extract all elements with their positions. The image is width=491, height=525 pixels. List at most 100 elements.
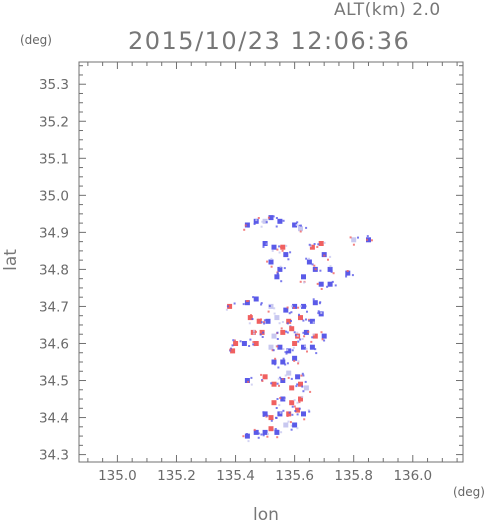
data-speckle xyxy=(292,346,295,349)
data-speckle xyxy=(312,321,315,324)
data-speckle xyxy=(282,331,285,334)
data-speckle xyxy=(267,310,270,313)
data-speckle xyxy=(290,311,293,314)
data-speckle xyxy=(305,257,308,260)
data-speckle xyxy=(280,327,283,330)
data-speckle xyxy=(253,223,256,225)
data-speckle xyxy=(267,432,269,435)
data-speckle xyxy=(283,267,286,270)
data-speckle xyxy=(282,357,285,360)
data-point xyxy=(253,218,259,224)
data-speckle xyxy=(276,338,279,340)
data-speckle xyxy=(257,432,260,435)
data-speckle xyxy=(255,219,258,222)
data-speckle xyxy=(294,334,297,337)
data-speckle xyxy=(276,382,279,385)
data-speckle xyxy=(287,420,290,423)
data-speckle xyxy=(252,332,255,335)
y-tick-label: 35.1 xyxy=(39,151,69,167)
data-speckle xyxy=(293,425,296,428)
data-speckle xyxy=(285,352,288,355)
data-speckle xyxy=(308,243,311,246)
data-speckle xyxy=(275,417,278,419)
data-speckle xyxy=(276,429,279,432)
data-speckle xyxy=(321,338,324,341)
data-point xyxy=(268,215,274,221)
data-point xyxy=(366,237,371,243)
data-speckle xyxy=(248,345,251,347)
data-speckle xyxy=(262,245,265,248)
data-speckle xyxy=(277,377,280,380)
data-speckle xyxy=(308,319,311,322)
data-speckle xyxy=(298,407,301,410)
data-speckle xyxy=(293,331,296,334)
data-speckle xyxy=(312,346,314,349)
data-speckle xyxy=(252,341,255,343)
data-speckle xyxy=(303,281,306,284)
data-speckle xyxy=(276,398,279,400)
data-point xyxy=(271,359,277,365)
y-axis-ticks: 34.3 34.4 34.5 34.6 34.7 34.8 34.9 35.0 35.1 35.2… xyxy=(39,65,463,464)
data-speckle xyxy=(316,246,319,248)
data-point xyxy=(289,326,295,332)
data-speckle xyxy=(233,302,236,305)
data-speckle xyxy=(323,254,326,257)
data-speckle xyxy=(329,255,332,258)
data-speckle xyxy=(253,344,256,347)
data-speckle xyxy=(290,424,293,427)
data-speckle xyxy=(297,362,300,365)
data-speckle xyxy=(277,366,280,369)
data-point xyxy=(283,307,289,313)
data-speckle xyxy=(282,219,285,222)
data-speckle xyxy=(262,331,265,334)
data-speckle xyxy=(296,334,299,337)
y-tick-label: 34.3 xyxy=(39,448,69,464)
data-point xyxy=(292,341,298,346)
data-point xyxy=(292,303,298,309)
data-point xyxy=(303,329,309,335)
data-speckle xyxy=(293,359,296,362)
y-tick-label: 34.7 xyxy=(39,299,69,315)
data-speckle xyxy=(251,318,254,320)
data-speckle xyxy=(296,413,299,416)
data-speckle xyxy=(298,224,301,227)
data-speckle xyxy=(266,260,269,263)
data-point xyxy=(262,411,268,417)
data-speckle xyxy=(286,322,289,325)
data-speckle xyxy=(306,387,309,390)
x-axis-unit: (deg) xyxy=(453,485,485,499)
data-point xyxy=(318,281,324,287)
data-point xyxy=(298,315,303,321)
data-point xyxy=(298,381,303,387)
data-speckle xyxy=(262,411,265,414)
data-speckle xyxy=(349,236,352,239)
data-speckle xyxy=(242,435,245,438)
data-speckle xyxy=(275,225,278,228)
data-speckle xyxy=(299,230,302,233)
data-point xyxy=(262,218,268,224)
data-speckle xyxy=(302,331,305,334)
data-speckle xyxy=(280,280,283,283)
data-speckle xyxy=(280,431,283,434)
data-speckle xyxy=(273,312,276,315)
data-speckle xyxy=(271,249,274,252)
data-point xyxy=(283,422,289,428)
data-speckle xyxy=(309,245,312,248)
data-speckle xyxy=(304,345,307,348)
chart-datetime-title: 2015/10/23 12:06:36 xyxy=(128,27,411,55)
data-speckle xyxy=(257,217,260,219)
data-speckle xyxy=(286,362,289,365)
data-point xyxy=(274,315,280,321)
data-speckle xyxy=(345,275,348,278)
data-speckle xyxy=(262,434,265,437)
data-speckle xyxy=(302,374,305,377)
data-point xyxy=(277,266,283,272)
data-speckle xyxy=(273,428,276,431)
data-speckle xyxy=(265,221,268,224)
data-speckle xyxy=(320,288,323,290)
plot-frame xyxy=(78,61,464,463)
data-speckle xyxy=(239,340,242,343)
data-point xyxy=(303,385,309,391)
data-speckle xyxy=(290,377,293,380)
